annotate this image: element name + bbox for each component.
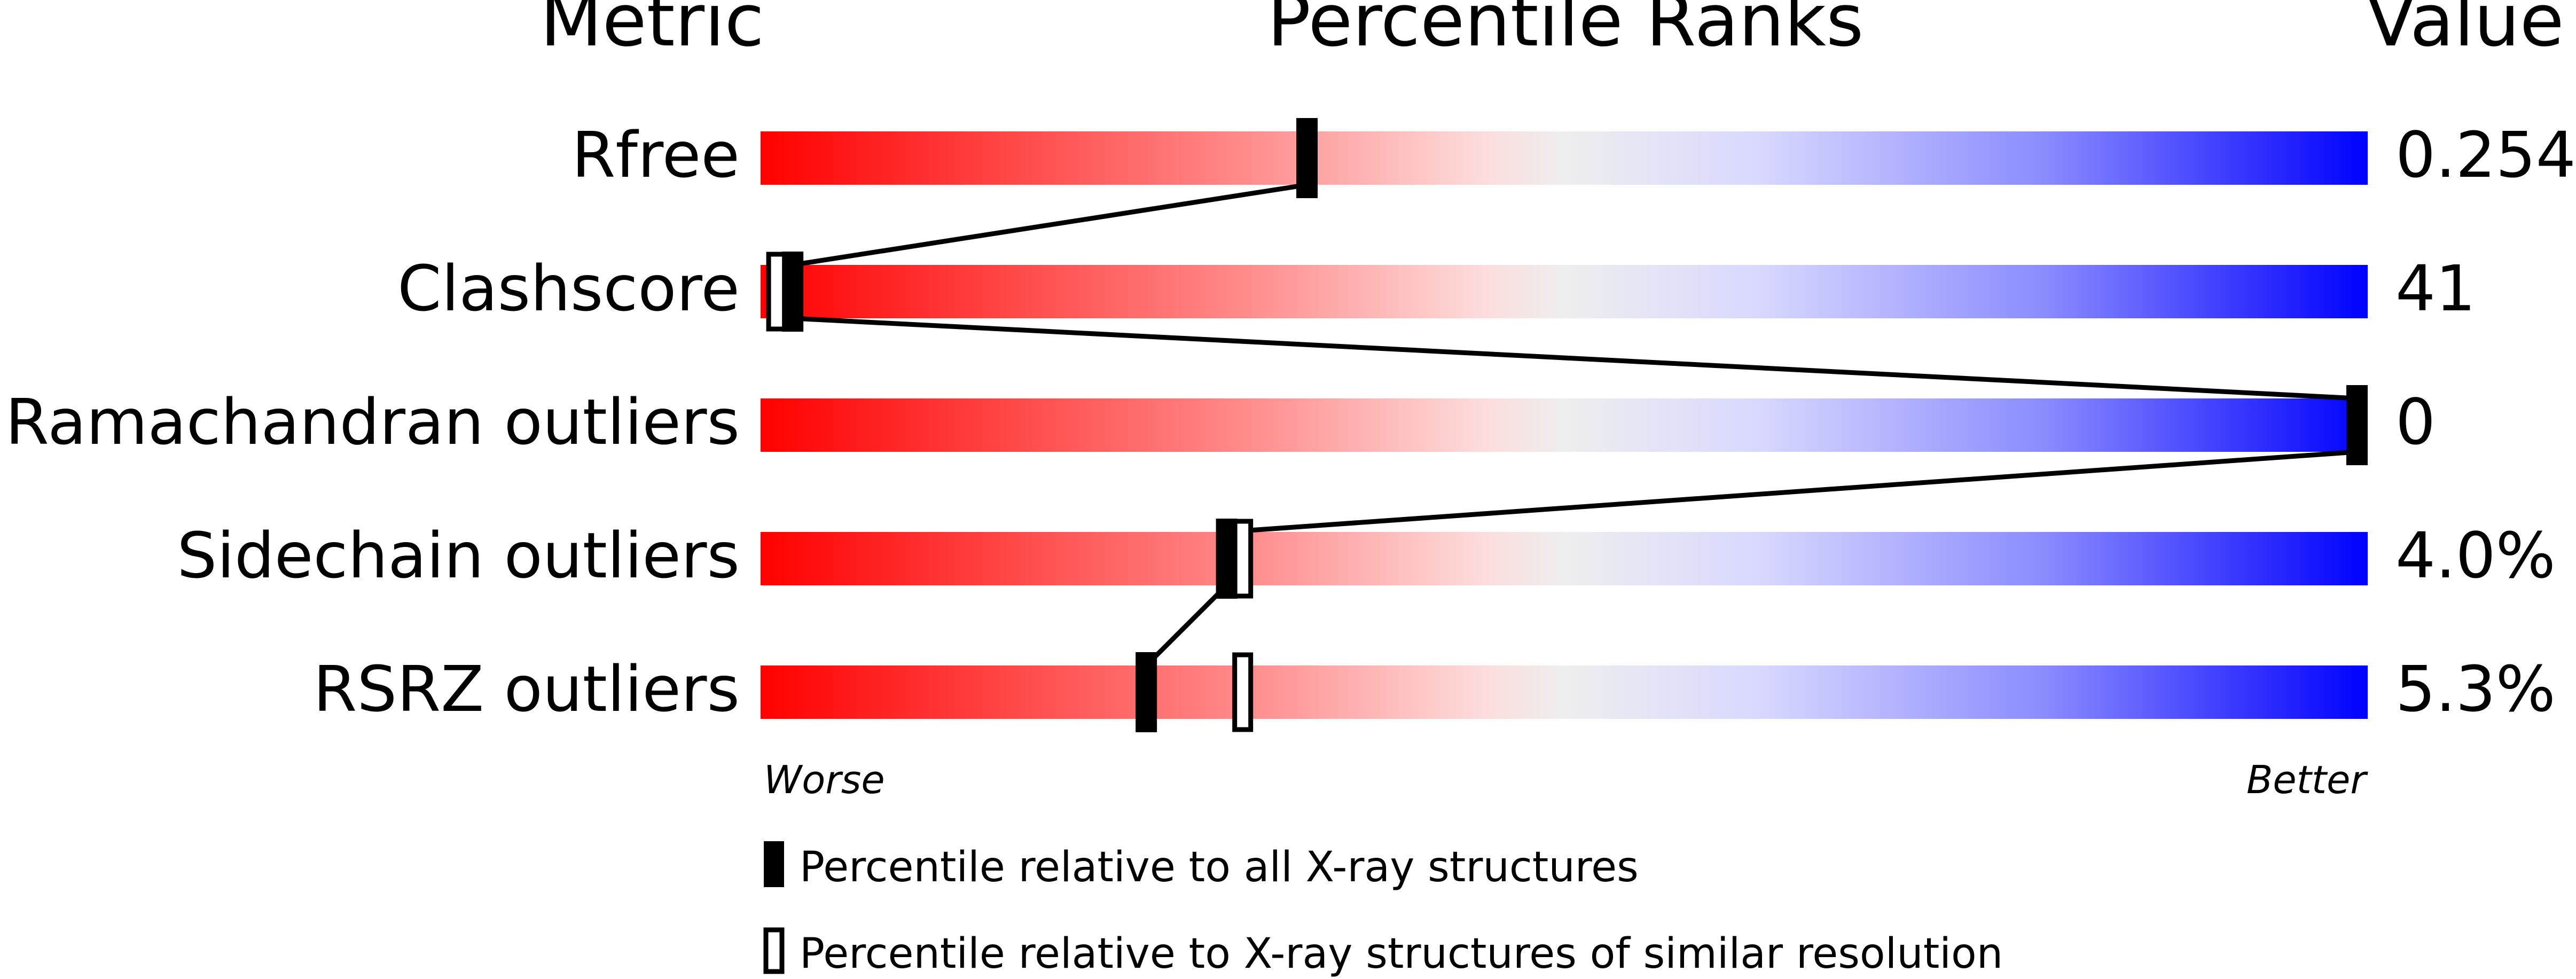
connector-line	[792, 182, 1307, 268]
filled-percentile-marker	[2346, 385, 2368, 465]
header-metric: Metric	[540, 0, 764, 62]
filled-percentile-marker	[1296, 118, 1318, 198]
percentile-bar	[761, 398, 2368, 452]
legend-all-structures: Percentile relative to all X-ray structu…	[800, 843, 1639, 891]
percentile-bar	[761, 131, 2368, 185]
legend-filled-marker-icon	[764, 841, 784, 887]
metric-label: Ramachandran outliers	[5, 385, 740, 459]
percentile-bar	[761, 532, 2368, 585]
percentile-bar	[761, 265, 2368, 318]
header-percentile: Percentile Ranks	[1267, 0, 1864, 62]
connector-line	[792, 316, 2358, 401]
legend-open-marker-icon	[763, 927, 785, 974]
metric-value: 41	[2395, 252, 2476, 325]
metric-value: 0	[2395, 385, 2436, 459]
percentile-bar	[761, 665, 2368, 719]
open-percentile-marker	[1232, 519, 1254, 599]
filled-percentile-marker	[782, 252, 804, 332]
connector-line	[1226, 449, 2358, 535]
metric-label: Clashscore	[397, 252, 740, 325]
metric-value: 5.3%	[2395, 652, 2556, 726]
metric-label: RSRZ outliers	[313, 652, 740, 726]
metric-label: Rfree	[571, 118, 740, 192]
metric-value: 4.0%	[2395, 519, 2556, 592]
metric-label: Sidechain outliers	[177, 519, 740, 592]
filled-percentile-marker	[1216, 519, 1238, 599]
open-percentile-marker	[766, 252, 787, 332]
better-label: Better	[2246, 757, 2368, 802]
header-value: Value	[2366, 0, 2564, 62]
filled-percentile-marker	[1136, 652, 1157, 732]
metric-value: 0.254	[2395, 118, 2576, 192]
worse-label: Worse	[764, 757, 885, 802]
legend-similar-resolution: Percentile relative to X-ray structures …	[800, 930, 2003, 978]
connector-line	[1144, 583, 1228, 668]
open-percentile-marker	[1232, 652, 1254, 732]
